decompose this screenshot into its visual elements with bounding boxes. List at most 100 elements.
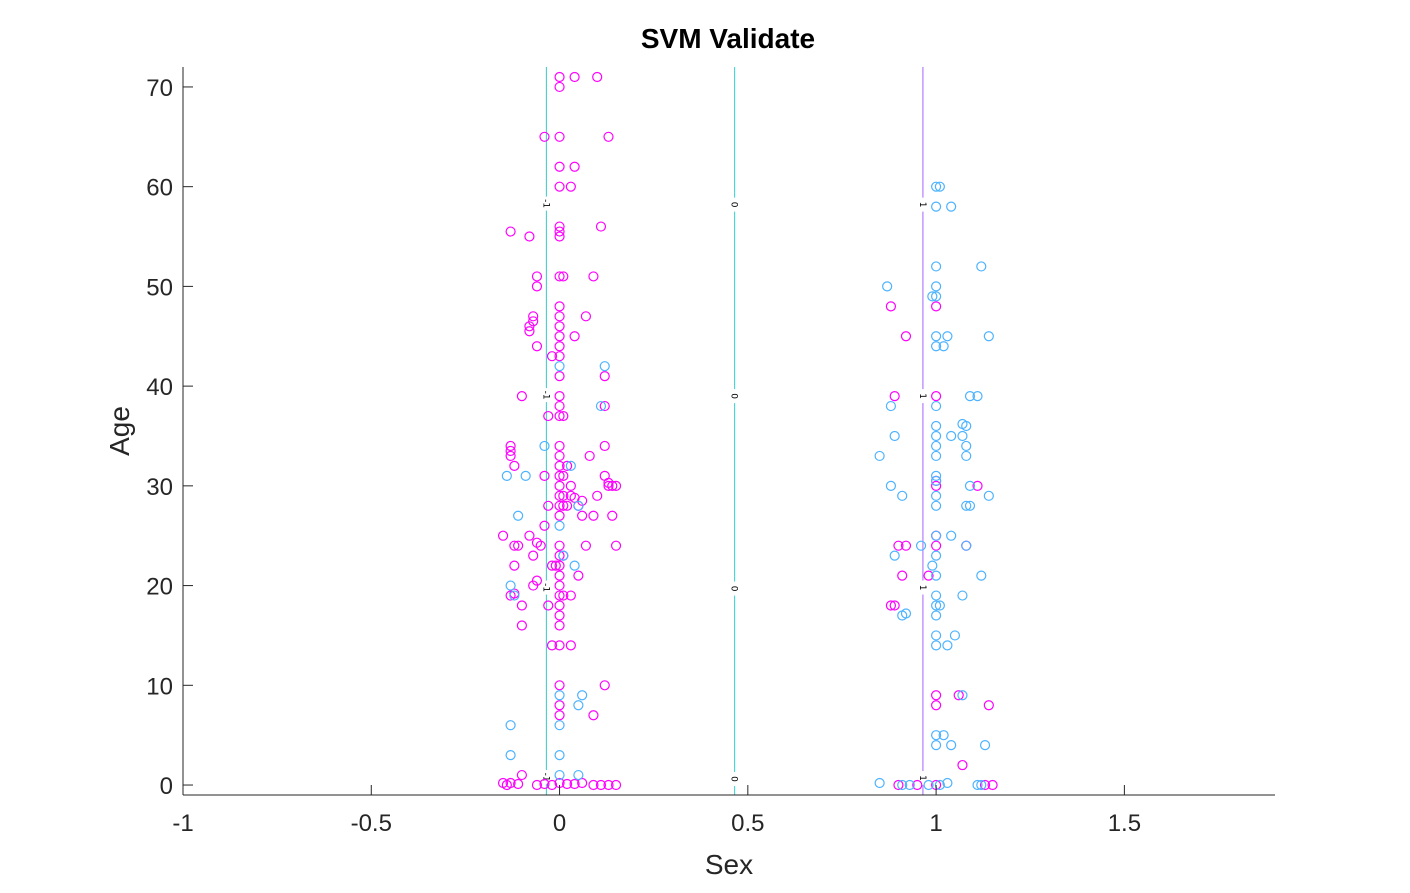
x-tick-label: 0 <box>553 810 566 837</box>
boundary-label: 0 <box>729 393 739 399</box>
scatter-point <box>961 450 972 462</box>
scatter-point <box>509 540 520 551</box>
boundary-label: 1 <box>917 775 927 781</box>
scatter-point <box>915 540 927 551</box>
scatter-point <box>949 630 961 641</box>
scatter-point <box>931 400 942 412</box>
boundary-label: 1 <box>917 202 927 208</box>
scatter-point <box>554 500 565 511</box>
scatter-point <box>513 778 524 790</box>
scatter-point <box>595 221 607 232</box>
scatter-point <box>569 778 580 790</box>
scatter-point <box>897 570 908 581</box>
scatter-point <box>554 460 565 472</box>
scatter-point <box>931 301 942 312</box>
scatter-point <box>554 520 565 531</box>
scatter-point <box>554 371 565 382</box>
scatter-point <box>897 779 908 791</box>
scatter-point <box>565 460 576 472</box>
scatter-point <box>546 560 558 571</box>
scatter-point <box>931 440 942 452</box>
scatter-point <box>957 690 968 701</box>
scatter-point <box>543 600 554 611</box>
scatter-point <box>976 570 987 581</box>
scatter-point <box>554 400 565 412</box>
scatter-point <box>961 440 972 452</box>
scatter-point <box>603 480 614 491</box>
scatter-point <box>946 430 957 442</box>
scatter-point <box>931 390 942 402</box>
scatter-point <box>531 271 543 282</box>
scatter-point <box>554 161 565 172</box>
scatter-point <box>531 779 543 791</box>
scatter-point <box>599 400 610 412</box>
scatter-point <box>588 710 599 721</box>
scatter-point <box>979 740 991 751</box>
scatter-point <box>934 779 945 791</box>
boundary-label-bg <box>729 389 740 404</box>
scatter-point <box>554 221 565 232</box>
scatter-point <box>554 600 565 611</box>
scatter-point <box>931 430 942 442</box>
scatter-point <box>900 540 912 551</box>
scatter-point <box>953 690 964 701</box>
scatter-point <box>946 530 957 541</box>
scatter-point <box>554 71 565 83</box>
scatter-point <box>505 440 516 452</box>
boundary-label-bg <box>729 581 740 596</box>
scatter-point <box>554 440 565 452</box>
boundary-label: -1 <box>540 199 550 208</box>
scatter-point <box>565 181 576 192</box>
decision-boundaries: -1 -1 -1 -1 0 0 0 0 1 1 1 1 <box>540 67 928 795</box>
scatter-point <box>874 777 885 789</box>
boundary-label-bg <box>541 580 552 595</box>
scatter-point <box>972 779 983 791</box>
scatter-point <box>558 490 569 501</box>
scatter-point <box>979 779 991 791</box>
boundary-label-bg <box>541 770 552 785</box>
scatter-point <box>931 590 942 601</box>
scatter-point <box>554 81 565 93</box>
scatter-point <box>558 271 569 282</box>
scatter-point <box>934 181 945 192</box>
scatter-point <box>931 630 942 641</box>
scatter-point <box>592 71 603 83</box>
scatter-point <box>554 390 565 402</box>
scatter-point <box>931 291 942 302</box>
scatter-point <box>505 720 516 731</box>
scatter-point <box>539 131 550 142</box>
scatter-point <box>938 730 949 741</box>
axes <box>182 67 1275 796</box>
scatter-point <box>923 570 934 581</box>
scatter-point <box>942 640 953 651</box>
x-tick-label: 0.5 <box>731 810 764 837</box>
scatter-point <box>897 490 908 501</box>
scatter-point <box>983 331 994 342</box>
scatter-point <box>931 610 942 621</box>
scatter-point <box>577 510 588 521</box>
scatter-point <box>900 331 912 342</box>
scatter-point <box>976 779 987 791</box>
scatter-point <box>539 440 550 452</box>
scatter-point <box>554 231 565 242</box>
boundary-label-bg <box>541 388 552 403</box>
scatter-point <box>505 750 516 761</box>
scatter-point <box>513 540 524 551</box>
scatter-point <box>931 475 942 486</box>
scatter-point <box>554 341 565 352</box>
scatter-point <box>531 341 543 352</box>
scatter-point <box>577 690 588 701</box>
scatter-point <box>505 450 516 462</box>
scatter-point <box>520 470 531 481</box>
scatter-point <box>539 470 550 481</box>
scatter-point <box>931 570 942 581</box>
scatter-point <box>561 500 573 511</box>
x-axis-label: Sex <box>705 849 753 880</box>
scatter-point <box>983 700 994 711</box>
scatter-point <box>603 131 614 142</box>
scatter-point <box>931 600 942 611</box>
scatter-point <box>505 445 516 457</box>
scatter-point <box>561 460 573 472</box>
scatter-point <box>554 570 565 581</box>
scatter-point <box>524 530 535 541</box>
